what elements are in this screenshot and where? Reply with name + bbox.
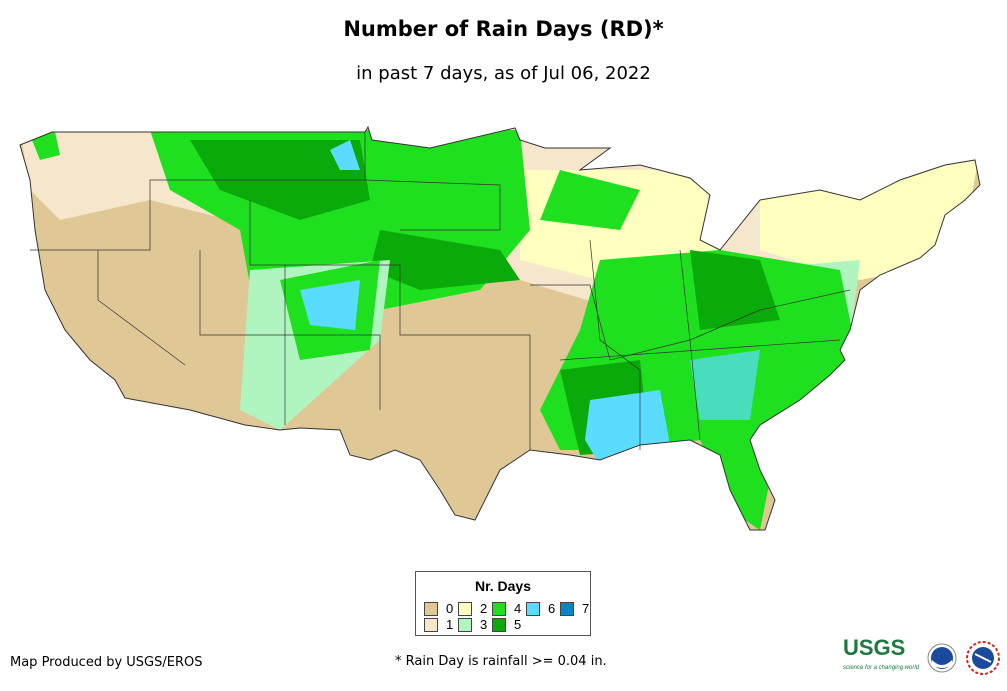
legend-item-2: 2 [458,601,487,616]
map-title: Number of Rain Days (RD)* [343,17,664,41]
legend-title: Nr. Days [474,578,532,594]
legend-swatch [526,601,540,616]
legend-label: 6 [548,601,556,616]
legend-item-3: 3 [458,617,487,632]
rain-day-fields [20,127,980,530]
legend-swatch [424,601,438,616]
legend-item-6: 6 [526,601,555,616]
usgs-tagline: science for a changing world [843,665,920,671]
legend-swatch [492,617,506,632]
legend-label: 4 [514,601,522,616]
legend: Nr. Days 0 1 2 3 4 5 6 7 [415,571,591,636]
legend-swatch [424,617,438,632]
map-credit: Map Produced by USGS/EROS [10,655,203,670]
legend-item-5: 5 [492,617,521,632]
legend-label: 1 [446,617,454,632]
legend-label: 7 [582,601,590,616]
legend-item-0: 0 [424,601,453,616]
us-rain-days-map [19,126,981,531]
legend-label: 0 [446,601,454,616]
legend-label: 5 [514,617,522,632]
legend-swatch [560,601,574,616]
legend-label: 2 [480,601,488,616]
legend-swatch [492,601,506,616]
usgs-wordmark: USGS [843,635,906,660]
legend-item-4: 4 [492,601,521,616]
map-subtitle: in past 7 days, as of Jul 06, 2022 [356,63,651,84]
nws-logo-icon [966,641,1001,675]
footnote: * Rain Day is rainfall >= 0.04 in. [395,654,607,669]
agency-logos: USGS science for a changing world [843,635,1001,678]
state-borders [30,132,851,450]
usgs-logo: USGS science for a changing world [843,635,920,678]
noaa-logo-icon [927,643,957,673]
legend-item-1: 1 [424,617,453,632]
legend-item-7: 7 [560,601,589,616]
legend-swatch [458,601,472,616]
legend-swatch [458,617,472,632]
legend-label: 3 [480,617,488,632]
